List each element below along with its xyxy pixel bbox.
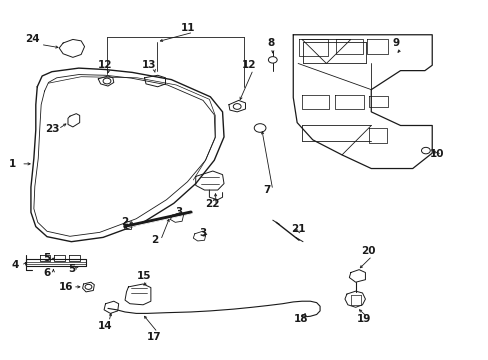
Circle shape <box>254 124 265 132</box>
Text: 24: 24 <box>25 35 40 44</box>
Circle shape <box>233 104 241 109</box>
Text: 19: 19 <box>356 314 370 324</box>
Polygon shape <box>348 270 365 282</box>
Text: 7: 7 <box>262 185 269 195</box>
Polygon shape <box>98 76 114 86</box>
Text: 10: 10 <box>429 149 444 159</box>
Text: 5: 5 <box>43 253 51 263</box>
Polygon shape <box>68 114 80 127</box>
Text: 23: 23 <box>44 124 59 134</box>
Circle shape <box>103 78 111 84</box>
Text: 21: 21 <box>290 225 305 234</box>
Text: 18: 18 <box>293 314 307 324</box>
Text: 22: 22 <box>205 199 220 210</box>
Text: 2: 2 <box>121 217 128 227</box>
Text: 2: 2 <box>150 235 158 245</box>
Polygon shape <box>82 282 94 292</box>
Text: 11: 11 <box>181 23 195 33</box>
Text: 1: 1 <box>9 159 17 169</box>
Polygon shape <box>344 291 365 307</box>
Polygon shape <box>193 231 205 241</box>
Text: 15: 15 <box>137 271 151 281</box>
Text: 12: 12 <box>98 59 113 69</box>
Polygon shape <box>228 100 245 112</box>
Text: 3: 3 <box>175 207 182 217</box>
Text: 14: 14 <box>98 321 113 331</box>
Polygon shape <box>195 171 224 190</box>
Polygon shape <box>69 255 80 261</box>
Text: 17: 17 <box>147 332 161 342</box>
Polygon shape <box>59 40 84 57</box>
Text: 12: 12 <box>242 59 256 69</box>
Text: 4: 4 <box>12 260 19 270</box>
Text: 16: 16 <box>59 282 74 292</box>
Polygon shape <box>293 35 431 168</box>
Polygon shape <box>40 255 50 261</box>
Circle shape <box>268 57 277 63</box>
Text: 9: 9 <box>391 38 398 48</box>
Polygon shape <box>144 75 165 87</box>
Polygon shape <box>104 301 119 314</box>
Polygon shape <box>31 68 224 242</box>
Text: 13: 13 <box>142 59 156 69</box>
Polygon shape <box>54 255 65 261</box>
Circle shape <box>421 147 429 154</box>
Text: 3: 3 <box>199 228 206 238</box>
Circle shape <box>85 284 92 289</box>
Text: 5: 5 <box>68 264 75 274</box>
Text: 6: 6 <box>43 267 51 278</box>
Polygon shape <box>26 259 86 266</box>
Text: 8: 8 <box>267 38 274 48</box>
Polygon shape <box>170 213 183 222</box>
Polygon shape <box>125 284 151 305</box>
Text: 20: 20 <box>361 246 375 256</box>
Polygon shape <box>123 221 132 229</box>
